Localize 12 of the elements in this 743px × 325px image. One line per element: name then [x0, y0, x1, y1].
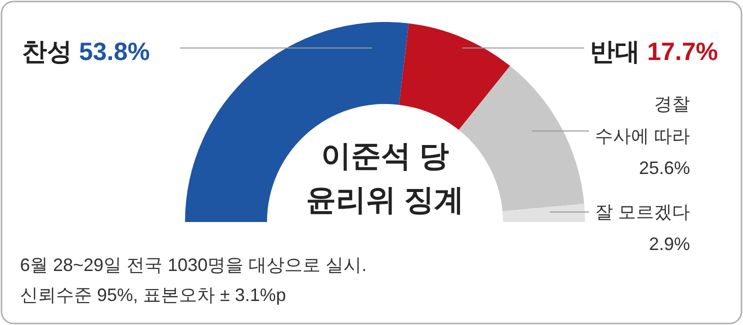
slice-label: 잘 모르겠다: [594, 202, 690, 222]
annotation: 6월 28~29일 전국 1030명을 대상으로 실시.: [20, 255, 367, 275]
data-label: 25.6%: [638, 158, 690, 178]
title: 윤리위 징계: [306, 184, 464, 217]
slice-label: 반대: [590, 38, 648, 66]
data-label: 53.8%: [78, 38, 150, 66]
annotation: 신뢰수준 95%, 표본오차 ± 3.1%p: [20, 285, 286, 305]
title: 이준석 당: [320, 140, 450, 173]
slice-label: 찬성: [22, 38, 79, 66]
slice-label: 경찰 수사에 따라: [594, 94, 690, 146]
data-label: 2.9%: [648, 234, 690, 254]
data-label: 17.7%: [647, 38, 718, 66]
